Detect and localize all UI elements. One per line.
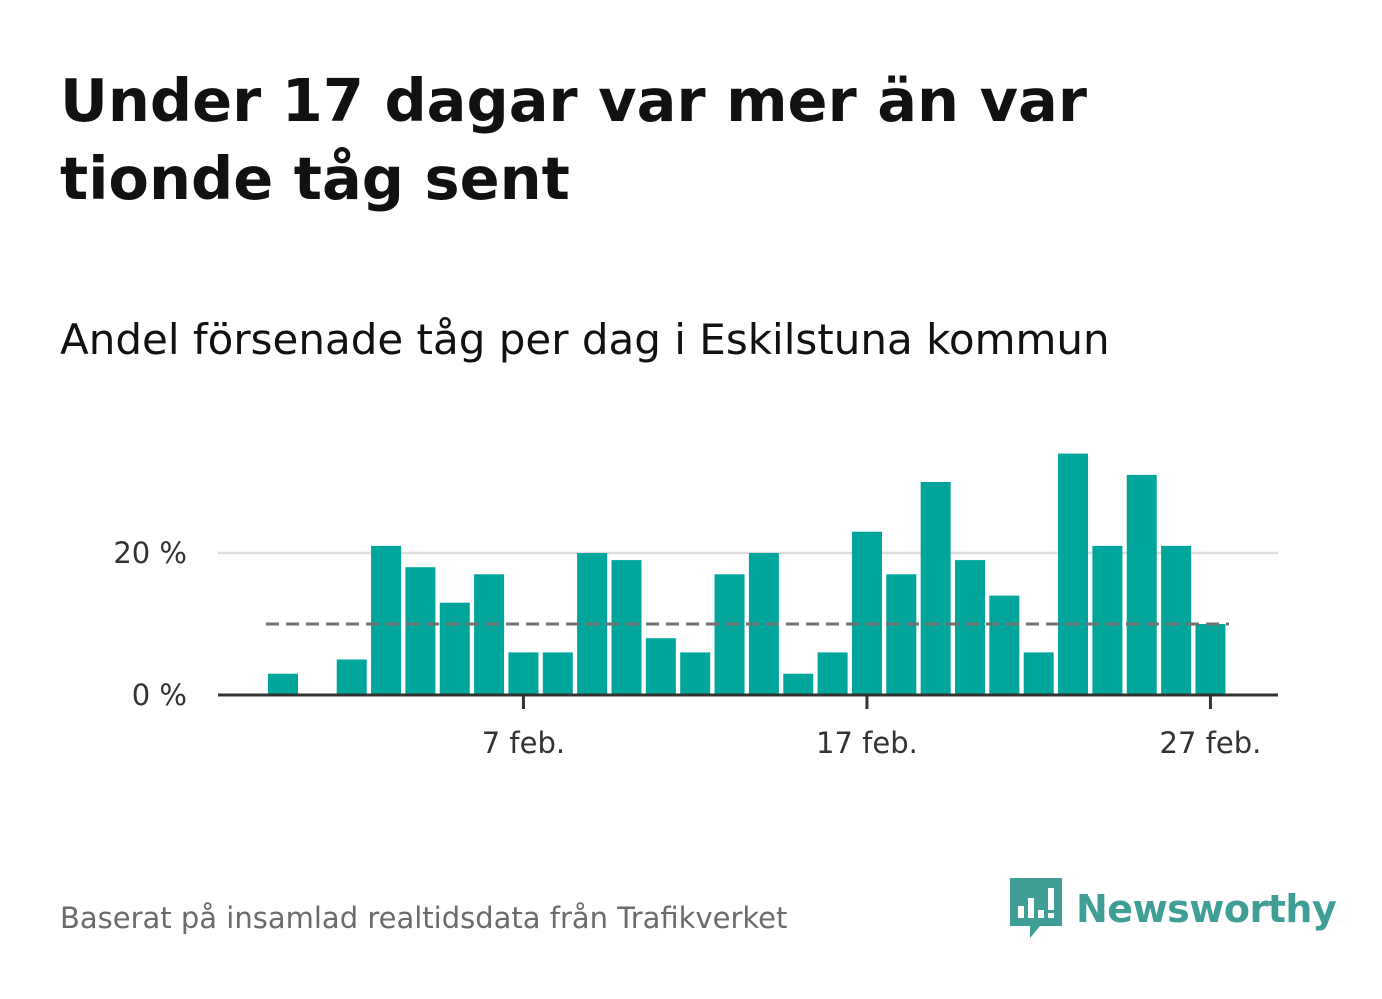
bar [783,673,814,695]
bar [645,638,676,695]
bar [817,652,848,695]
bar [1195,624,1226,695]
bars [268,453,1226,695]
bar [886,574,917,695]
bar [611,560,642,695]
bar [508,652,539,695]
bar [474,574,505,695]
y-tick-label: 20 % [113,536,187,570]
bar [542,652,573,695]
bar [714,574,745,695]
bar [268,673,298,695]
bar [920,482,951,695]
brand-name: Newsworthy [1076,887,1337,931]
chart-title: Under 17 dagar var mer än var tionde tåg… [60,66,1087,213]
x-tick-label: 7 feb. [482,726,565,760]
bar [680,652,711,695]
x-tick-label: 27 feb. [1160,726,1262,760]
y-tick-label: 0 % [132,678,187,712]
x-tick-label: 17 feb. [816,726,918,760]
x-axis-labels: 7 feb. 17 feb. 27 feb. [482,726,1262,760]
bar [1023,652,1054,695]
brand-logo: Newsworthy [1010,878,1337,940]
x-axis [218,693,1278,709]
bar [336,659,367,695]
chart-subtitle: Andel försenade tåg per dag i Eskilstuna… [60,315,1110,364]
bar [1126,474,1157,695]
bar [439,602,470,695]
newsworthy-logo-icon [1010,878,1062,938]
bar [405,567,436,695]
bar [1161,545,1192,695]
bar [1092,545,1123,695]
y-axis-labels: 0 % 20 % [113,536,187,712]
bar [955,560,985,695]
bar [989,595,1020,695]
bar [851,531,882,695]
source-note: Baserat på insamlad realtidsdata från Tr… [60,901,788,935]
bar [371,545,402,695]
bar [1058,453,1089,695]
